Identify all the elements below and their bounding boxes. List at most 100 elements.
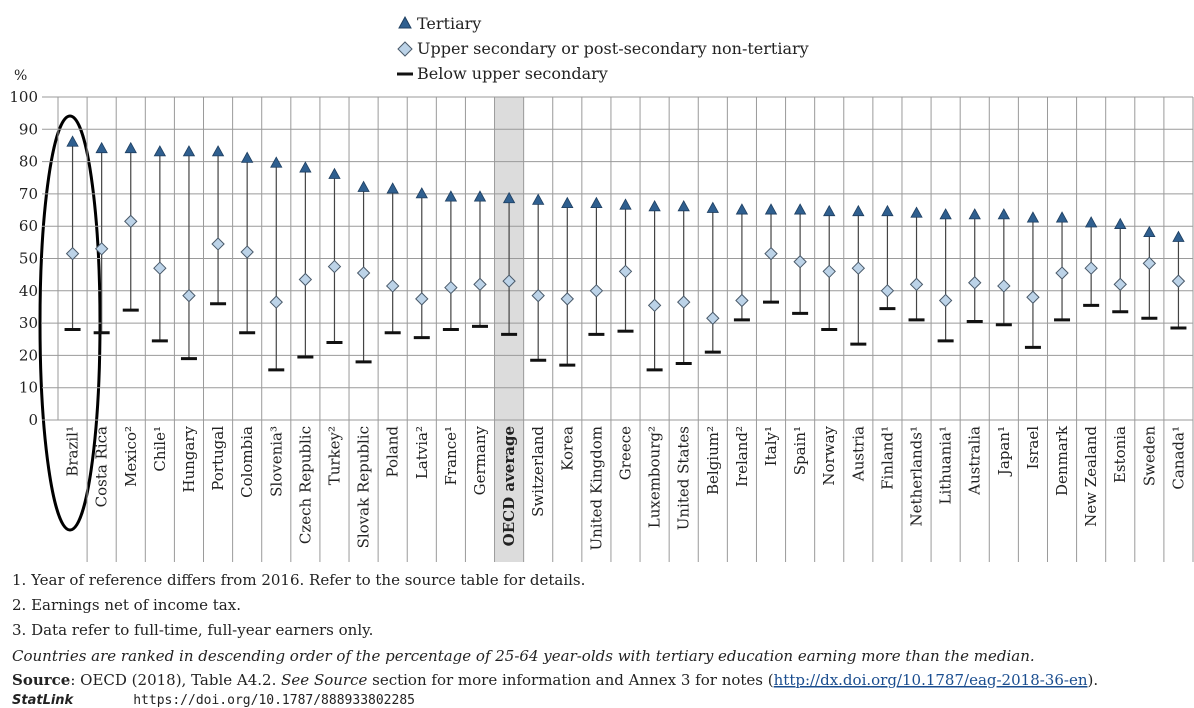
x-tick-label: Hungary [180,425,198,492]
upper-secondary-marker [356,266,371,280]
y-tick-label: 20 [19,346,38,364]
x-tick-label: Portugal [209,426,227,491]
legend-label: Upper secondary or post-secondary non-te… [417,39,809,58]
tertiary-marker [240,151,254,163]
tertiary-marker [939,208,952,220]
upper-secondary-marker [502,274,516,288]
upper-secondary-marker [385,279,400,293]
x-tick-label: Ireland² [733,426,751,487]
x-tick-label: Belgium² [704,426,722,495]
upper-secondary-marker [997,279,1011,293]
tertiary-marker [1143,225,1156,238]
tertiary-marker [619,198,632,210]
notes: 1. Year of reference differs from 2016. … [12,571,1098,708]
x-tick-label: Colombia [238,426,256,498]
upper-secondary-marker [618,264,633,279]
tertiary-marker [1055,211,1069,223]
y-tick-label: 50 [19,250,38,268]
x-tick-label: OECD average [500,426,518,546]
statlink-url[interactable]: https://doi.org/10.1787/888933802285 [133,693,415,708]
x-tick-label: New Zealand [1082,426,1100,527]
upper-secondary-marker [851,261,866,275]
source-text: See Source [281,671,367,689]
x-tick-label: Slovak Republic [355,426,373,548]
x-tick-label: Sweden [1140,426,1158,486]
upper-secondary-marker [1171,274,1186,288]
source-text: : OECD (2018), Table A4.2. [70,671,281,689]
upper-secondary-marker [124,214,138,229]
tertiary-marker [793,203,807,215]
tertiary-marker [561,196,574,208]
upper-secondary-marker [1026,290,1040,304]
tertiary-marker [95,141,108,154]
tertiary-marker [270,156,283,168]
legend-label: Tertiary [417,14,481,33]
x-tick-label: Spain¹ [791,426,809,475]
x-tick-label: Finland¹ [878,426,896,490]
upper-secondary-marker [706,311,720,325]
x-tick-label: Denmark [1053,425,1071,496]
note: 3. Data refer to full-time, full-year ea… [12,621,373,639]
statlink-label: StatLink [12,693,75,708]
y-tick-label: 10 [19,379,38,397]
tertiary-marker [764,203,778,215]
legend-marker [397,41,413,57]
y-tick-label: 100 [9,88,38,106]
upper-secondary-marker [182,288,196,303]
x-tick-label: United Kingdom [587,426,605,551]
tertiary-marker [910,206,923,218]
tertiary-marker [124,141,137,154]
legend-label: Below upper secondary [417,64,608,83]
tertiary-marker [415,187,428,199]
x-tick-label: Latvia² [413,426,431,479]
note: 1. Year of reference differs from 2016. … [12,571,585,589]
x-tick-label: Chile¹ [151,426,169,472]
x-tick-label: Estonia [1111,426,1129,483]
x-tick-label: Mexico² [122,426,140,487]
x-tick-label: Norway [820,425,838,485]
upper-secondary-marker [589,284,604,298]
note: 2. Earnings net of income tax. [12,596,241,614]
source-label: Source [12,671,70,689]
y-tick-label: 90 [19,120,38,138]
y-tick-label: 30 [19,314,38,332]
upper-secondary-marker [531,288,545,303]
tertiary-marker [473,190,487,202]
tertiary-marker [1114,217,1127,229]
x-tick-label: Austria [849,426,867,482]
x-tick-label: Switzerland [529,426,547,517]
upper-secondary-marker [240,245,254,259]
tertiary-marker [532,193,545,205]
ranking-note: Countries are ranked in descending order… [12,647,1035,665]
source-link[interactable]: http://dx.doi.org/10.1787/eag-2018-36-en [774,671,1088,689]
tertiary-marker [852,204,865,217]
y-tick-label: 80 [19,153,38,171]
x-tick-label: Korea [558,426,576,471]
tertiary-marker [66,135,79,147]
x-tick-label: Brazil¹ [64,426,82,477]
tertiary-marker [386,182,399,194]
upper-secondary-marker [1113,277,1127,292]
upper-secondary-marker [676,295,691,309]
tertiary-marker [1084,216,1098,228]
x-tick-label: Canada¹ [1169,426,1187,490]
upper-secondary-marker [327,259,342,274]
x-tick-label: Slovenia³ [267,426,285,497]
x-tick-label: Italy¹ [762,426,780,466]
y-tick-label: 40 [19,282,38,300]
tertiary-marker [502,191,516,204]
upper-secondary-marker [415,292,429,306]
tertiary-marker [735,203,749,215]
tertiary-marker [881,204,894,217]
tertiary-marker [153,145,167,157]
y-tick-label: 70 [19,185,38,203]
tertiary-marker [590,196,603,208]
x-tick-label: Costa Rica [93,426,111,507]
plot: 0 10 20 30 40 50 60 70 80 90 100 [9,88,1194,562]
x-tick-label: Netherlands¹ [908,426,926,526]
upper-secondary-marker [764,246,778,261]
x-tick-label: Poland [384,426,402,478]
tertiary-marker [706,201,719,213]
legend-marker [398,15,412,29]
